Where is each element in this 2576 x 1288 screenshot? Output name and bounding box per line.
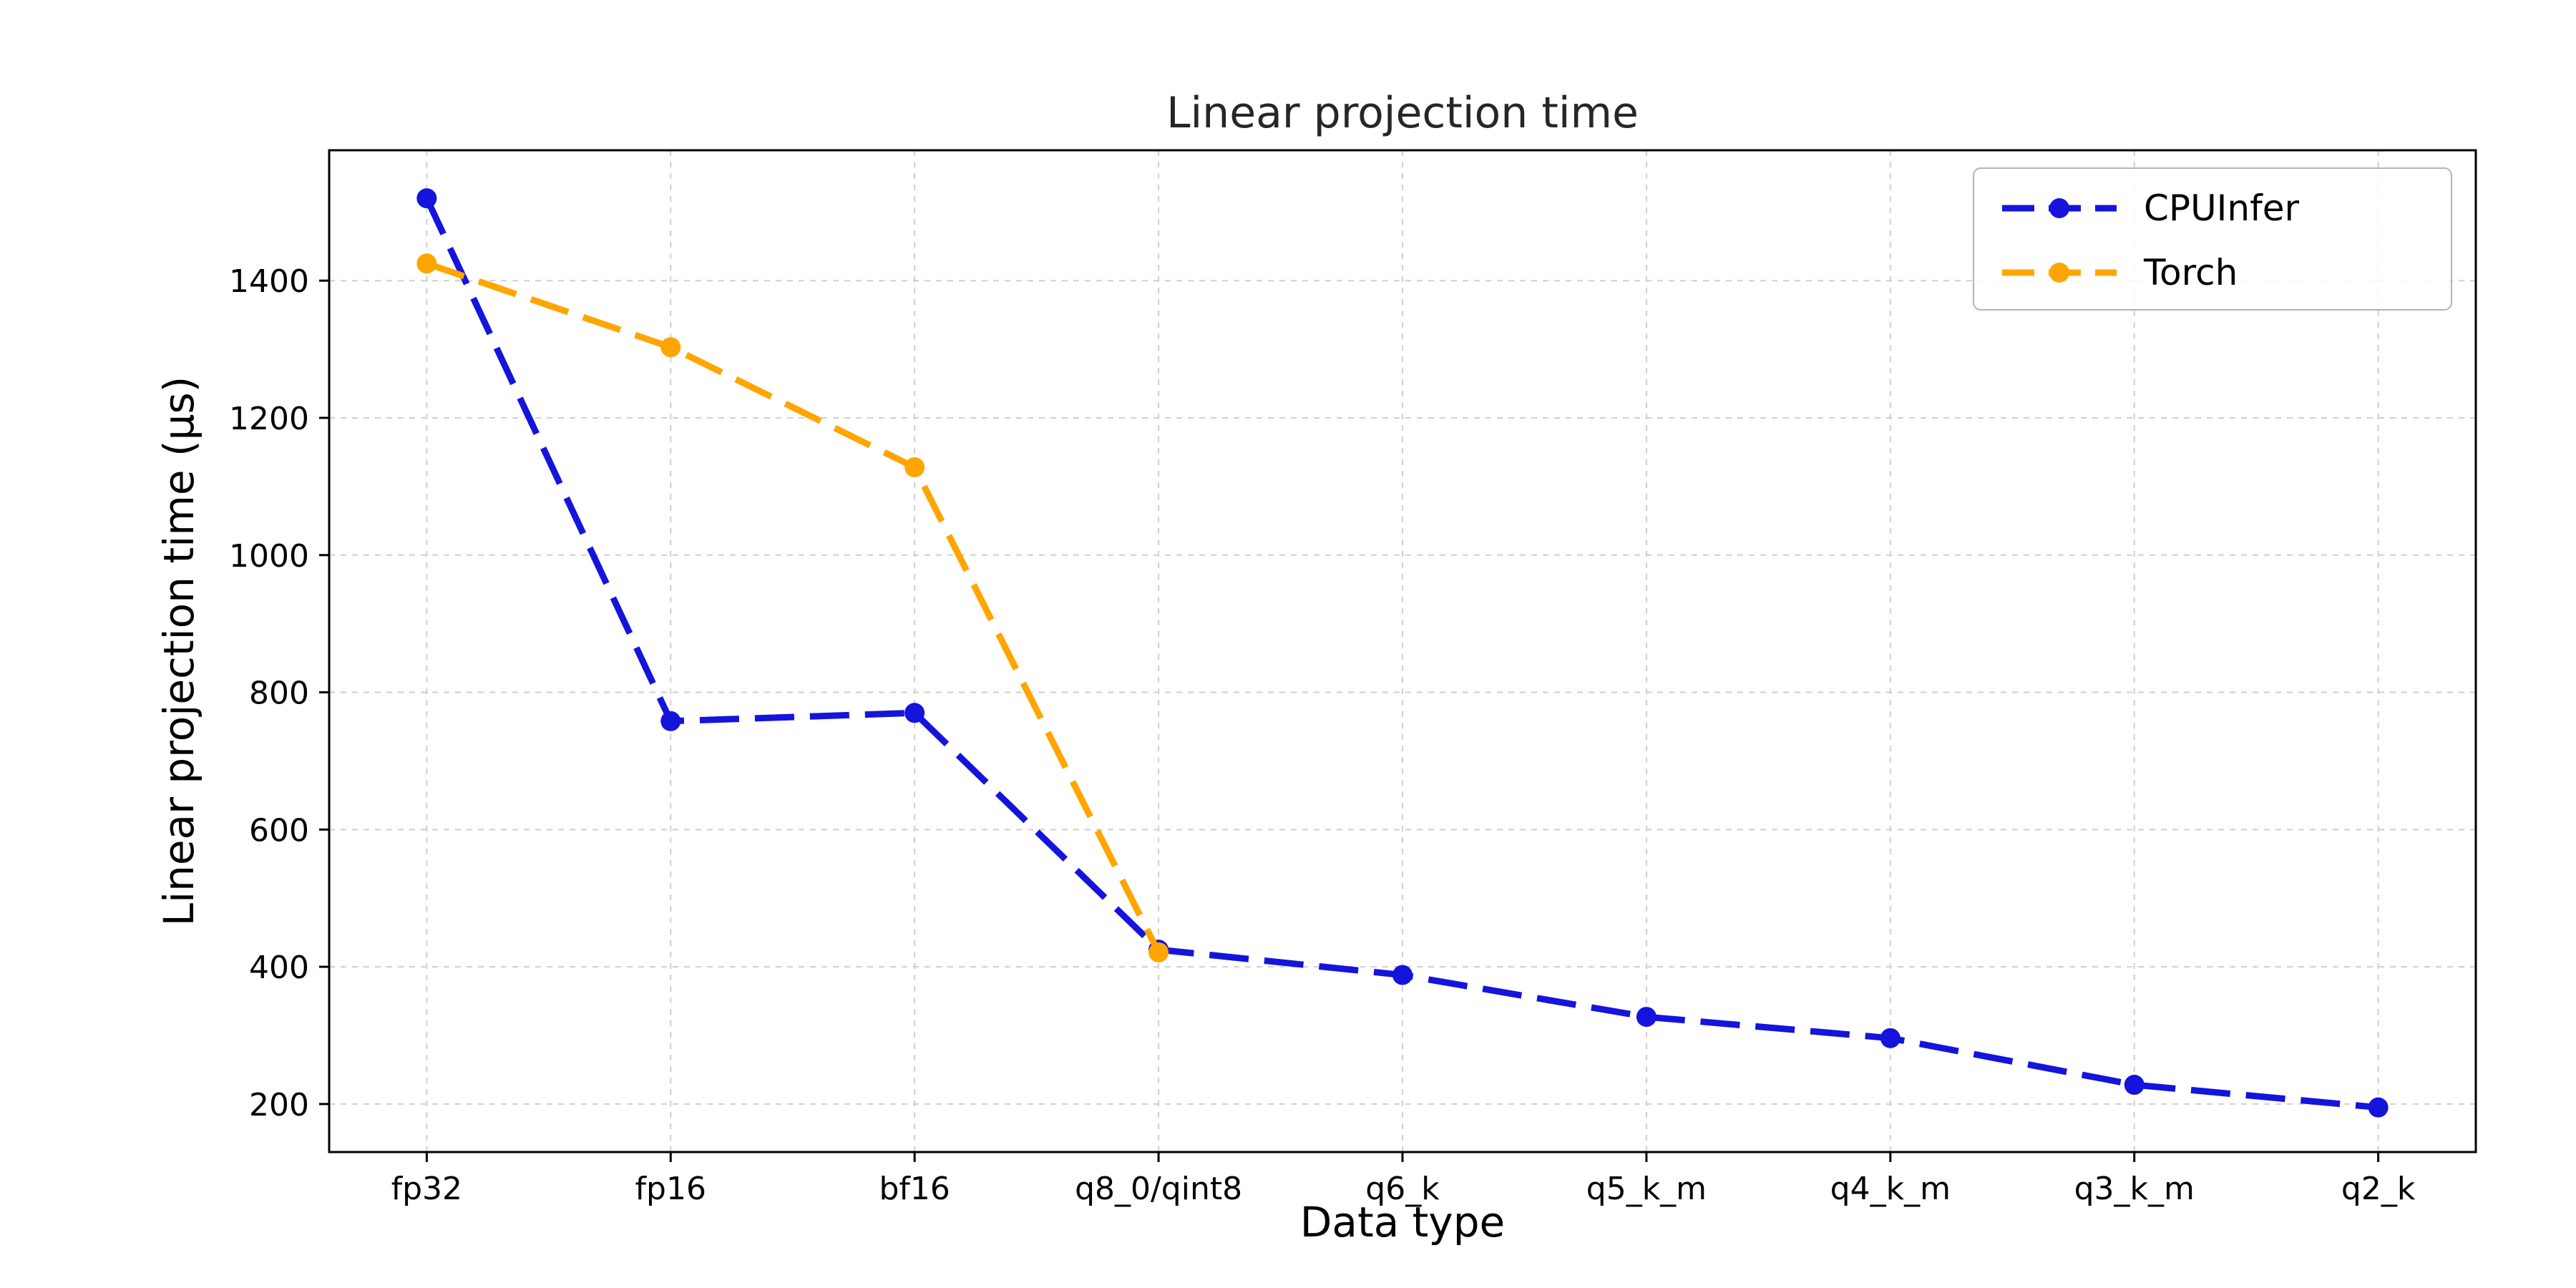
data-point-Torch	[1148, 942, 1169, 962]
y-tick-label: 1200	[229, 401, 309, 437]
data-point-Torch	[904, 457, 925, 478]
x-tick-label: q3_k_m	[2074, 1171, 2195, 1207]
data-point-CPUInfer	[660, 711, 681, 731]
y-tick-label: 600	[249, 812, 309, 849]
x-tick-label: q5_k_m	[1586, 1171, 1707, 1207]
data-point-CPUInfer	[1636, 1007, 1657, 1028]
y-tick-label: 200	[249, 1087, 309, 1123]
data-point-CPUInfer	[2124, 1075, 2145, 1096]
data-point-CPUInfer	[416, 188, 437, 209]
x-tick-label: q8_0/qint8	[1075, 1171, 1242, 1207]
legend-entry-label: CPUInfer	[2144, 187, 2299, 229]
data-point-Torch	[660, 337, 681, 358]
data-point-CPUInfer	[2368, 1097, 2389, 1118]
legend-marker	[2049, 263, 2069, 283]
y-tick-label: 1000	[229, 538, 309, 575]
y-tick-label: 800	[249, 675, 309, 712]
series-line-Torch	[425, 260, 1162, 954]
x-tick-label: bf16	[879, 1171, 950, 1207]
legend-marker	[2049, 198, 2069, 218]
legend-box	[1973, 167, 2452, 311]
x-axis-label: Data type	[1299, 1198, 1506, 1246]
x-tick-label: fp32	[391, 1171, 462, 1207]
data-point-CPUInfer	[1880, 1028, 1901, 1048]
x-tick-label: fp16	[635, 1171, 706, 1207]
data-point-Torch	[416, 253, 437, 274]
y-tick-label: 1400	[229, 263, 309, 300]
data-point-CPUInfer	[1392, 965, 1413, 985]
legend-entry-label: Torch	[2143, 252, 2238, 293]
y-tick-label: 400	[249, 950, 309, 986]
x-tick-label: q2_k	[2341, 1171, 2416, 1207]
chart-title: Linear projection time	[1166, 88, 1639, 138]
data-point-CPUInfer	[904, 703, 925, 723]
x-tick-label: q6_k	[1365, 1171, 1440, 1207]
x-tick-label: q4_k_m	[1830, 1171, 1951, 1207]
